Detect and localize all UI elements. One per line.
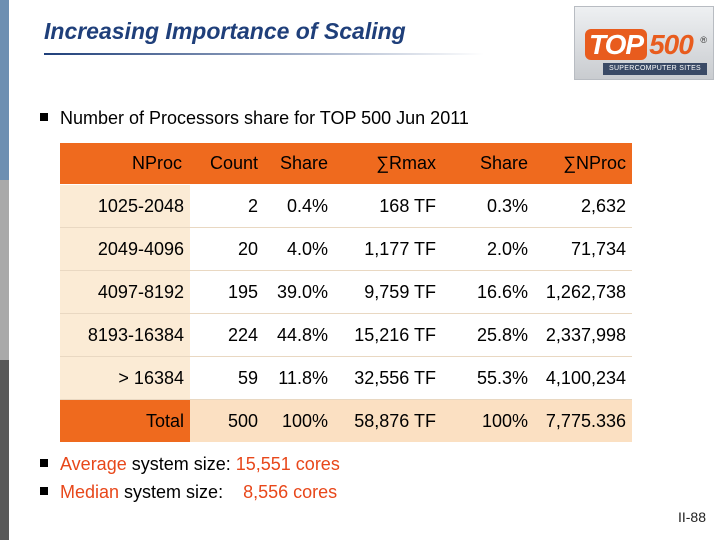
slide-title: Increasing Importance of Scaling	[44, 18, 406, 44]
cell-count: 2	[190, 184, 264, 228]
cell-count: 59	[190, 356, 264, 400]
left-accent-bar-bottom	[0, 360, 9, 540]
cell-total-share: 100%	[264, 399, 334, 442]
table-row: 1025-2048 2 0.4% 168 TF 0.3% 2,632	[60, 184, 632, 228]
cell-rmax-share: 25.8%	[442, 313, 534, 357]
cell-rmax: 1,177 TF	[334, 227, 442, 271]
median-size-bullet: Median system size: 8,556 cores	[40, 482, 337, 503]
table-row: 2049-4096 20 4.0% 1,177 TF 2.0% 71,734	[60, 227, 632, 271]
cell-sum-nproc: 2,337,998	[534, 313, 632, 357]
cell-sum-nproc: 4,100,234	[534, 356, 632, 400]
cell-share: 39.0%	[264, 270, 334, 314]
cell-total-count: 500	[190, 399, 264, 442]
cell-nproc: 2049-4096	[60, 227, 190, 271]
processor-share-table: NProc Count Share ∑Rmax Share ∑NProc 102…	[60, 143, 632, 442]
bullet-square-icon	[40, 487, 48, 495]
header-sum-nproc: ∑NProc	[534, 143, 632, 185]
left-accent-bar-top	[0, 0, 9, 180]
cell-count: 195	[190, 270, 264, 314]
header-nproc: NProc	[60, 143, 190, 185]
cell-rmax: 9,759 TF	[334, 270, 442, 314]
header-share: Share	[264, 143, 334, 185]
cell-rmax-share: 0.3%	[442, 184, 534, 228]
cell-rmax-share: 2.0%	[442, 227, 534, 271]
cell-rmax: 32,556 TF	[334, 356, 442, 400]
cell-total-rmax: 58,876 TF	[334, 399, 442, 442]
intro-bullet-text: Number of Processors share for TOP 500 J…	[60, 108, 469, 128]
average-label: Average	[60, 454, 127, 474]
cell-share: 11.8%	[264, 356, 334, 400]
median-label: Median	[60, 482, 120, 502]
cell-share: 44.8%	[264, 313, 334, 357]
cell-count: 224	[190, 313, 264, 357]
logo-subtitle: SUPERCOMPUTER SITES	[603, 63, 707, 75]
median-text: system size:	[119, 482, 244, 502]
cell-nproc: > 16384	[60, 356, 190, 400]
logo-500-text: 500	[649, 29, 694, 60]
cell-sum-nproc: 71,734	[534, 227, 632, 271]
cell-rmax: 15,216 TF	[334, 313, 442, 357]
header-count: Count	[190, 143, 264, 185]
logo-wordmark: TOP 500	[585, 29, 694, 61]
cell-nproc: 1025-2048	[60, 184, 190, 228]
table-header-row: NProc Count Share ∑Rmax Share ∑NProc	[60, 143, 632, 185]
cell-total-label: Total	[60, 399, 190, 442]
logo-registered-mark: ®	[700, 35, 707, 45]
left-accent-bar-middle	[0, 180, 9, 360]
median-value: 8,556 cores	[243, 482, 338, 502]
average-size-bullet: Average system size: 15,551 cores	[40, 454, 340, 475]
page-number: II-88	[677, 509, 706, 525]
top500-logo: TOP 500 ® SUPERCOMPUTER SITES	[574, 6, 714, 80]
title-underline	[44, 53, 484, 55]
cell-nproc: 4097-8192	[60, 270, 190, 314]
table-total-row: Total 500 100% 58,876 TF 100% 7,775.336	[60, 399, 632, 442]
cell-share: 0.4%	[264, 184, 334, 228]
average-value: 15,551 cores	[235, 454, 340, 474]
table-row: 8193-16384 224 44.8% 15,216 TF 25.8% 2,3…	[60, 313, 632, 357]
average-text: system size:	[126, 454, 236, 474]
cell-rmax-share: 16.6%	[442, 270, 534, 314]
cell-sum-nproc: 1,262,738	[534, 270, 632, 314]
cell-sum-nproc: 2,632	[534, 184, 632, 228]
bullet-square-icon	[40, 459, 48, 467]
cell-share: 4.0%	[264, 227, 334, 271]
cell-total-nproc: 7,775.336	[534, 399, 632, 442]
cell-total-rmax-share: 100%	[442, 399, 534, 442]
table-row: 4097-8192 195 39.0% 9,759 TF 16.6% 1,262…	[60, 270, 632, 314]
cell-nproc: 8193-16384	[60, 313, 190, 357]
logo-top-text: TOP	[585, 29, 648, 60]
header-rmax: ∑Rmax	[334, 143, 442, 185]
bullet-square-icon	[40, 113, 48, 121]
cell-count: 20	[190, 227, 264, 271]
cell-rmax-share: 55.3%	[442, 356, 534, 400]
table-row: > 16384 59 11.8% 32,556 TF 55.3% 4,100,2…	[60, 356, 632, 400]
header-rmax-share: Share	[442, 143, 534, 185]
intro-bullet: Number of Processors share for TOP 500 J…	[40, 108, 469, 129]
cell-rmax: 168 TF	[334, 184, 442, 228]
